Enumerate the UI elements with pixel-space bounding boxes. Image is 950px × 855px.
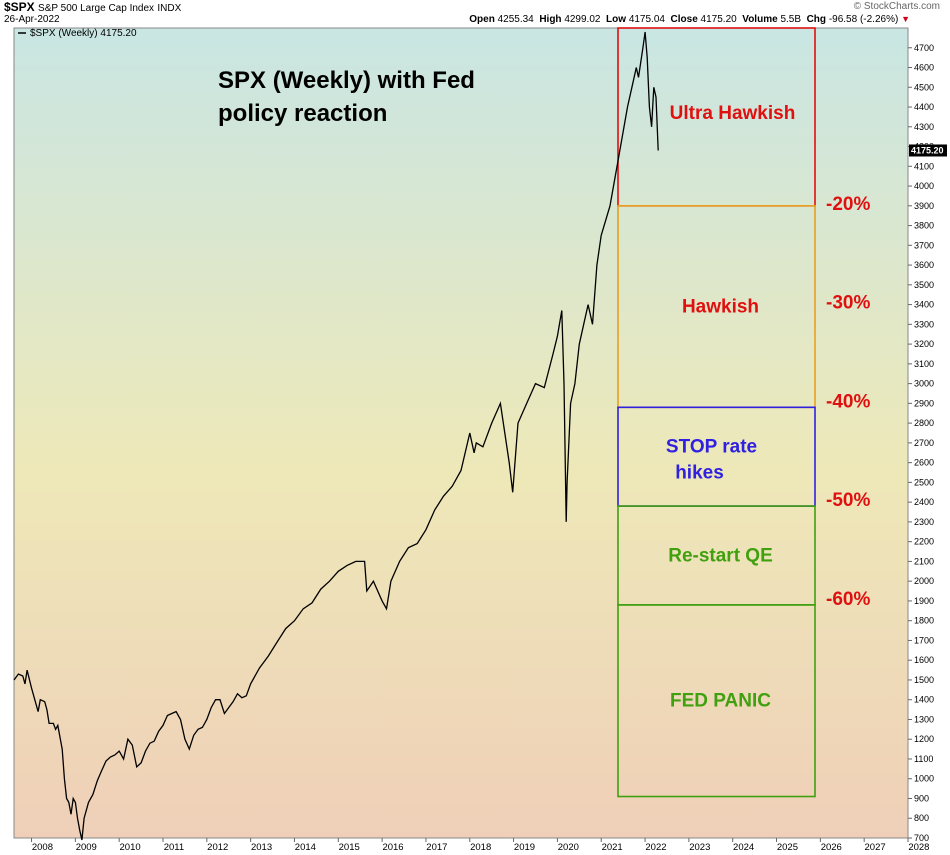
x-tick-label: 2013	[251, 842, 272, 853]
price-line	[13, 31, 659, 841]
x-tick-label: 2019	[514, 842, 535, 853]
x-tick-label: 2027	[865, 842, 886, 853]
y-tick-label: 2300	[914, 517, 934, 527]
y-tick-label: 2400	[914, 497, 934, 507]
y-tick-label: 2100	[914, 556, 934, 566]
y-tick-label: 3000	[914, 379, 934, 389]
brand-watermark[interactable]: © StockCharts.com	[853, 1, 940, 12]
y-tick-label: 2500	[914, 477, 934, 487]
y-tick-label: 3900	[914, 201, 934, 211]
y-tick-label: 1500	[914, 675, 934, 685]
y-tick-label: 3600	[914, 260, 934, 270]
y-tick-label: 3500	[914, 280, 934, 290]
y-tick-label: 1700	[914, 635, 934, 645]
ohlc-readout: Open 4255.34 High 4299.02 Low 4175.04 Cl…	[469, 14, 910, 25]
y-tick-label: 4700	[914, 43, 934, 53]
legend-label: $SPX (Weekly) 4175.20	[30, 28, 137, 39]
y-tick-label: 2900	[914, 398, 934, 408]
y-tick-label: 4400	[914, 102, 934, 112]
zone-label: Re-start QE	[668, 545, 773, 566]
x-tick-label: 2020	[558, 842, 579, 853]
drawdown-label: -50%	[826, 490, 870, 511]
x-tick-label: 2010	[120, 842, 141, 853]
svg-text:4175.20: 4175.20	[911, 145, 944, 155]
y-tick-label: 1300	[914, 714, 934, 724]
chart-header: $SPX S&P 500 Large Cap Index INDX 26-Apr…	[0, 0, 950, 28]
x-tick-label: 2024	[733, 842, 754, 853]
x-tick-label: 2025	[777, 842, 798, 853]
y-tick-label: 3400	[914, 300, 934, 310]
y-tick-label: 1000	[914, 774, 934, 784]
x-tick-label: 2012	[207, 842, 228, 853]
y-tick-label: 1900	[914, 596, 934, 606]
y-tick-label: 4300	[914, 122, 934, 132]
chart-title-line2: policy reaction	[218, 100, 387, 127]
y-tick-label: 900	[914, 793, 929, 803]
drawdown-label: -40%	[826, 391, 870, 412]
down-arrow-icon: ▼	[901, 14, 910, 24]
y-tick-label: 1600	[914, 655, 934, 665]
y-tick-label: 1200	[914, 734, 934, 744]
y-tick-label: 3700	[914, 240, 934, 250]
y-tick-label: 3200	[914, 339, 934, 349]
x-tick-label: 2022	[645, 842, 666, 853]
zone-box	[617, 604, 816, 798]
x-tick-label: 2018	[470, 842, 491, 853]
drawdown-label: -20%	[826, 194, 870, 215]
x-tick-label: 2016	[382, 842, 403, 853]
zone-label: STOP rate	[666, 437, 757, 458]
x-tick-label: 2014	[295, 842, 316, 853]
x-tick-label: 2011	[164, 842, 184, 853]
y-tick-label: 4600	[914, 63, 934, 73]
y-tick-label: 2700	[914, 438, 934, 448]
y-tick-label: 1100	[914, 754, 933, 764]
x-tick-label: 2008	[32, 842, 53, 853]
x-tick-label: 2026	[821, 842, 842, 853]
y-tick-label: 2000	[914, 576, 934, 586]
x-tick-label: 2021	[602, 842, 623, 853]
zone-label: FED PANIC	[670, 691, 771, 712]
y-tick-label: 4500	[914, 82, 934, 92]
y-tick-label: 1800	[914, 616, 934, 626]
zone-label: hikes	[675, 463, 724, 484]
y-tick-label: 3300	[914, 319, 934, 329]
legend: $SPX (Weekly) 4175.20	[18, 28, 137, 39]
chart-title-line1: SPX (Weekly) with Fed	[218, 67, 475, 94]
symbol-line: $SPX S&P 500 Large Cap Index INDX	[4, 0, 181, 14]
drawdown-label: -60%	[826, 589, 870, 610]
drawdown-label: -30%	[826, 293, 870, 314]
y-tick-label: 2600	[914, 458, 934, 468]
date-label: 26-Apr-2022	[4, 14, 60, 25]
x-tick-label: 2015	[339, 842, 360, 853]
symbol: $SPX	[4, 0, 35, 14]
last-value-tag: 4175.20	[909, 144, 947, 157]
x-tick-label: 2028	[908, 842, 929, 853]
x-tick-label: 2009	[76, 842, 97, 853]
y-tick-label: 3100	[914, 359, 934, 369]
y-tick-label: 4100	[914, 161, 934, 171]
y-tick-label: 1400	[914, 695, 934, 705]
exchange: INDX	[157, 3, 182, 14]
y-tick-label: 4000	[914, 181, 934, 191]
zone-label: Ultra Hawkish	[670, 103, 796, 124]
index-name: S&P 500 Large Cap Index	[38, 3, 155, 14]
zone-label: Hawkish	[682, 297, 759, 318]
x-tick-label: 2023	[689, 842, 710, 853]
y-tick-label: 700	[914, 833, 929, 843]
y-tick-label: 3800	[914, 221, 934, 231]
x-tick-label: 2017	[426, 842, 447, 853]
y-tick-label: 800	[914, 813, 929, 823]
plot-area	[13, 27, 909, 839]
y-tick-label: 2800	[914, 418, 934, 428]
y-tick-label: 2200	[914, 537, 934, 547]
